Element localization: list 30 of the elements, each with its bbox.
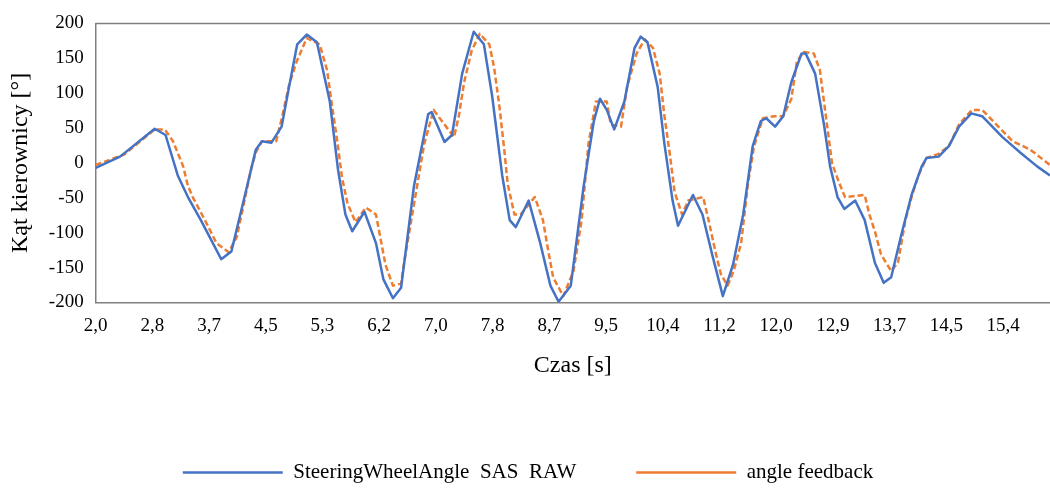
x-tick-label: 5,3 <box>310 313 335 335</box>
x-tick-label: 14,5 <box>929 313 963 335</box>
x-tick-label: 15,4 <box>986 313 1021 335</box>
x-tick-label: 13,7 <box>872 313 907 335</box>
x-tick-label: 9,5 <box>594 313 618 335</box>
y-tick-label: -200 <box>48 290 84 312</box>
y-tick-label: 0 <box>74 150 84 172</box>
x-tick-label: 4,5 <box>253 313 278 335</box>
x-tick-label: 2,8 <box>140 313 165 335</box>
legend-label: angle feedback <box>746 459 874 484</box>
x-tick-label: 6,2 <box>367 313 392 335</box>
y-tick-label: 200 <box>55 11 84 33</box>
x-tick-label: 7,8 <box>480 313 505 335</box>
legend-label: SteeringWheelAngle SAS RAW <box>293 459 577 484</box>
y-axis-title: Kąt kierownicy [°] <box>5 72 32 253</box>
y-tick-label: 150 <box>55 46 84 68</box>
y-tick-label: 50 <box>64 116 84 138</box>
y-tick-label: 100 <box>55 81 84 103</box>
x-tick-label: 2,0 <box>83 313 108 335</box>
x-tick-label: 11,2 <box>703 313 736 335</box>
y-tick-label: -50 <box>58 185 84 207</box>
x-tick-label: 10,4 <box>646 313 680 335</box>
x-tick-label: 3,7 <box>197 313 221 335</box>
x-tick-label: 7,0 <box>424 313 448 335</box>
y-tick-label: -150 <box>48 255 84 277</box>
x-axis-title: Czas [s] <box>533 350 612 377</box>
x-tick-label: 12,0 <box>759 313 793 335</box>
y-tick-label: -100 <box>48 220 84 242</box>
x-tick-label: 12,9 <box>816 313 850 335</box>
x-tick-label: 8,7 <box>537 313 562 335</box>
